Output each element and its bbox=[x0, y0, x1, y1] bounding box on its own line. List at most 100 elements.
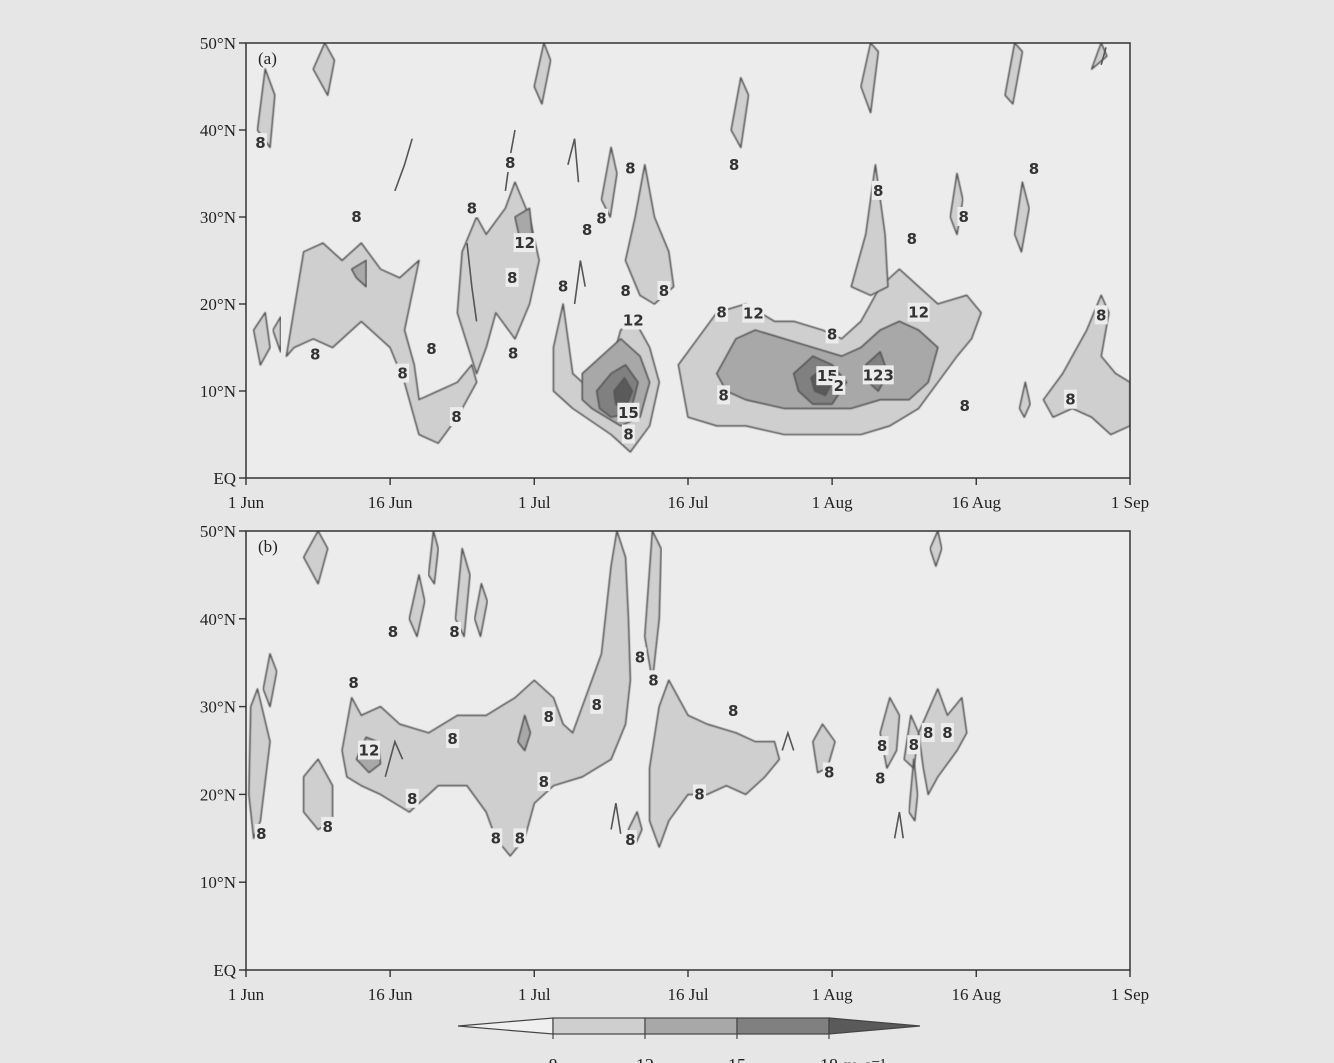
colorbar-low-triangle bbox=[457, 1017, 554, 1035]
colorbar-level-label: 12 bbox=[636, 1055, 654, 1063]
contour-label-bg bbox=[506, 343, 520, 363]
contour-line-5 bbox=[1100, 47, 1107, 66]
contour-label-bg bbox=[465, 198, 479, 218]
contour-label-bg bbox=[308, 344, 322, 364]
contour-region-a-north-3 bbox=[533, 43, 552, 105]
contour-label-bg bbox=[321, 816, 335, 836]
contour-region-b-core-2 bbox=[517, 714, 532, 752]
contour-label-bg bbox=[347, 672, 361, 692]
panel-b: 1 Jun 16 Jun 1 Jul 16 Jul 1 Aug 16 Aug 1 Sep EQ… bbox=[200, 522, 1149, 1004]
y-tick-label: 20°N bbox=[200, 785, 236, 804]
contour-label: 8 bbox=[824, 763, 834, 781]
x-tick-label: 1 Jul bbox=[518, 493, 551, 512]
contour-region-a-small-w2 bbox=[272, 316, 282, 353]
contour-region-b-main bbox=[341, 531, 632, 857]
contour-region-b-north-6 bbox=[929, 531, 943, 567]
contour-region-b-west-a bbox=[248, 688, 271, 840]
contour-label: 8 bbox=[909, 736, 919, 754]
panel-label: (a) bbox=[258, 49, 277, 68]
contour-label: 8 bbox=[1065, 391, 1075, 409]
contour-label: 8 bbox=[388, 623, 398, 641]
y-tick-label: 50°N bbox=[200, 522, 236, 541]
contour-label-bg bbox=[405, 788, 419, 808]
panel-label: (b) bbox=[258, 537, 278, 556]
colorbar-level-label: 8 bbox=[549, 1055, 558, 1063]
contour-region-a-spots-1 bbox=[949, 172, 964, 236]
contour-label: 8 bbox=[451, 408, 461, 426]
contour-label: 8 bbox=[407, 790, 417, 808]
contour-label: 8 bbox=[659, 282, 669, 300]
y-tick-label: EQ bbox=[213, 469, 236, 488]
x-tick-label: 1 Jun bbox=[228, 493, 265, 512]
contour-label-bg bbox=[619, 280, 633, 300]
contour-label-bg bbox=[921, 722, 935, 742]
contour-label: 8 bbox=[348, 674, 358, 692]
contour-label-bg bbox=[623, 830, 637, 850]
contour-label: 8 bbox=[623, 426, 633, 444]
x-tick-label: 1 Sep bbox=[1111, 985, 1149, 1004]
contour-label-bg bbox=[254, 823, 268, 843]
contour-label: 8 bbox=[539, 773, 549, 791]
contour-label-bg bbox=[825, 324, 839, 344]
contour-label: 8 bbox=[635, 648, 645, 666]
contour-label: 8 bbox=[960, 397, 970, 415]
contour-label: 8 bbox=[694, 785, 704, 803]
contour-region-a-north-4 bbox=[730, 77, 750, 149]
contour-line-0 bbox=[394, 138, 413, 192]
contour-label-bg bbox=[623, 158, 637, 178]
contour-line-2 bbox=[781, 730, 795, 751]
x-tick-label: 1 Aug bbox=[812, 493, 854, 512]
contour-label: 8 bbox=[942, 724, 952, 742]
contour-label: 8 bbox=[505, 154, 515, 172]
contour-label: 8 bbox=[923, 724, 933, 742]
contour-region-a-north-6 bbox=[1004, 43, 1024, 105]
contour-label-bg bbox=[958, 395, 972, 415]
contour-region-b-aug-1 bbox=[812, 723, 836, 774]
contour-label-bg bbox=[350, 207, 363, 226]
contour-label: 8 bbox=[491, 829, 501, 847]
contour-label: 8 bbox=[648, 671, 658, 689]
contour-label-bg bbox=[726, 700, 740, 720]
contour-line-2 bbox=[466, 243, 478, 322]
contour-label-bg bbox=[727, 154, 741, 174]
contour-label: 8 bbox=[729, 156, 739, 174]
contour-region-a-north-7 bbox=[1090, 43, 1108, 70]
x-tick-label: 16 Aug bbox=[951, 493, 1001, 512]
contour-label: 8 bbox=[397, 365, 407, 383]
contour-region-a-west-core bbox=[350, 259, 367, 288]
contour-label: 8 bbox=[467, 199, 477, 217]
contour-label: 8 bbox=[515, 829, 525, 847]
contour-region-a-spots-3 bbox=[1018, 381, 1031, 418]
contour-label: 8 bbox=[449, 623, 459, 641]
contour-label-bg bbox=[537, 772, 551, 792]
y-tick-label: 30°N bbox=[200, 208, 236, 227]
contour-label-bg bbox=[617, 402, 640, 422]
contour-label-bg bbox=[873, 768, 887, 788]
contour-label-bg bbox=[907, 735, 921, 755]
contour-label: 15 bbox=[618, 404, 639, 422]
colorbar-segment bbox=[736, 1017, 830, 1035]
colorbar-level-label: 15 bbox=[728, 1055, 746, 1063]
contour-label: 12 bbox=[623, 312, 644, 330]
contour-line-1 bbox=[567, 138, 580, 183]
contour-label: 8 bbox=[1096, 306, 1106, 324]
contour-label-bg bbox=[580, 220, 594, 240]
contour-label: 12 bbox=[514, 234, 535, 252]
contour-label-bg bbox=[646, 670, 660, 690]
contour-region-b-north-4 bbox=[473, 582, 489, 638]
contour-label: 8 bbox=[907, 230, 917, 248]
contour-label: 8 bbox=[591, 696, 601, 714]
contour-label-bg bbox=[595, 208, 609, 228]
colorbar-segment bbox=[644, 1017, 738, 1035]
contour-label-bg bbox=[742, 303, 765, 323]
contour-label: 8 bbox=[620, 282, 630, 300]
contour-label-bg bbox=[386, 621, 400, 641]
contour-region-b-north-2 bbox=[408, 574, 426, 638]
contour-label: 12 bbox=[359, 742, 380, 760]
contour-region-a-small-w bbox=[252, 311, 271, 366]
x-tick-label: 1 Sep bbox=[1111, 493, 1149, 512]
contour-label-bg bbox=[505, 267, 519, 287]
contour-label-bg bbox=[715, 302, 729, 322]
y-tick-label: 40°N bbox=[200, 121, 236, 140]
contour-label-bg bbox=[446, 729, 460, 749]
